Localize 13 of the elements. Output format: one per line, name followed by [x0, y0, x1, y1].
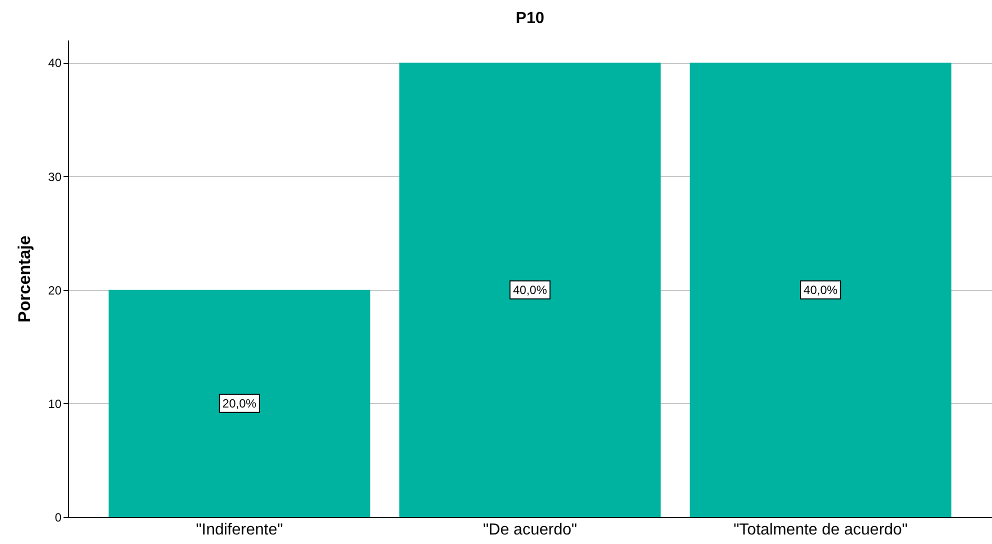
y-tick-label: 30	[48, 170, 62, 184]
y-tick-label: 40	[48, 56, 62, 70]
x-tick-label: "De acuerdo"	[482, 522, 578, 538]
chart-title: P10	[516, 10, 544, 27]
data-label: 20,0%	[222, 396, 257, 410]
x-tick-label: "Indiferente"	[196, 522, 283, 538]
y-axis-title: Porcentaje	[15, 236, 34, 322]
y-tick-label: 0	[54, 510, 62, 524]
y-tick-label: 20	[48, 283, 62, 298]
data-label: 40,0%	[512, 282, 548, 297]
y-tick-label: 10	[48, 396, 62, 411]
x-tick-label: "Totalmente de acuerdo"	[733, 522, 908, 538]
data-label: 40,0%	[804, 282, 838, 297]
